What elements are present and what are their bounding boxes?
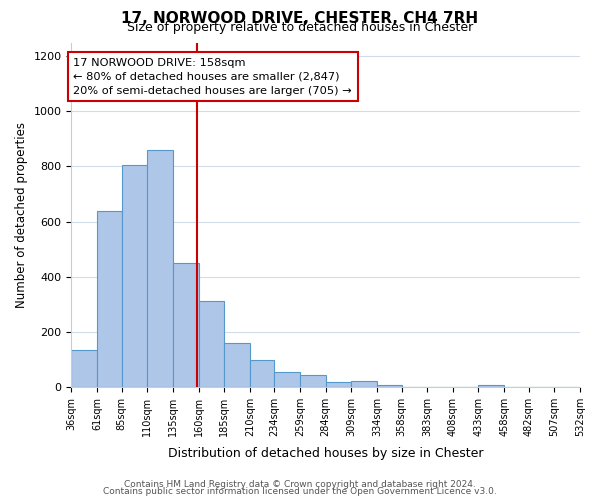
Bar: [224, 342, 250, 387]
Bar: [147, 150, 173, 387]
Bar: [199, 302, 224, 387]
Bar: [377, 386, 401, 387]
Text: Size of property relative to detached houses in Chester: Size of property relative to detached ho…: [127, 22, 473, 35]
Bar: [71, 350, 97, 387]
Y-axis label: Number of detached properties: Number of detached properties: [15, 122, 28, 308]
Bar: [326, 382, 352, 387]
Bar: [352, 382, 377, 387]
X-axis label: Distribution of detached houses by size in Chester: Distribution of detached houses by size …: [168, 447, 484, 460]
Bar: [478, 386, 504, 387]
Bar: [250, 360, 274, 387]
Bar: [274, 372, 300, 387]
Bar: [122, 165, 147, 387]
Text: Contains public sector information licensed under the Open Government Licence v3: Contains public sector information licen…: [103, 487, 497, 496]
Bar: [97, 210, 122, 387]
Bar: [173, 263, 199, 387]
Text: 17 NORWOOD DRIVE: 158sqm
← 80% of detached houses are smaller (2,847)
20% of sem: 17 NORWOOD DRIVE: 158sqm ← 80% of detach…: [73, 58, 352, 96]
Bar: [300, 375, 326, 387]
Text: Contains HM Land Registry data © Crown copyright and database right 2024.: Contains HM Land Registry data © Crown c…: [124, 480, 476, 489]
Text: 17, NORWOOD DRIVE, CHESTER, CH4 7RH: 17, NORWOOD DRIVE, CHESTER, CH4 7RH: [121, 11, 479, 26]
